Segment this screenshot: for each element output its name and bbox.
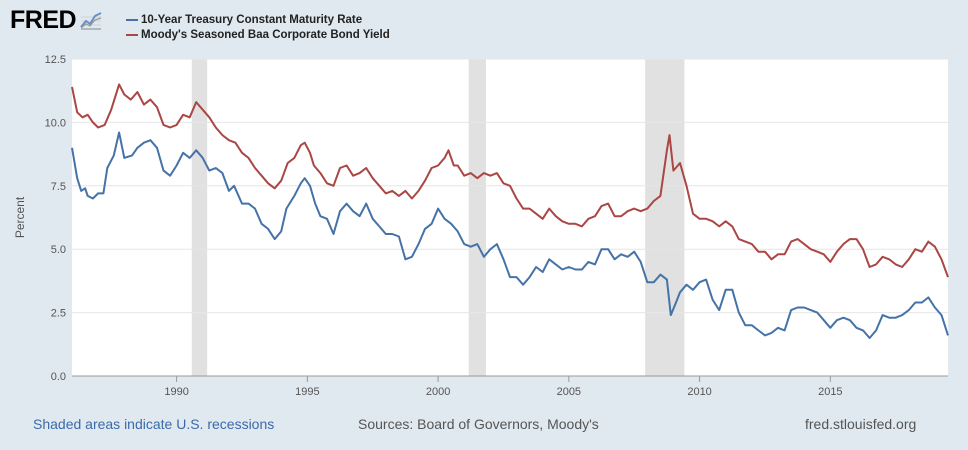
x-tick-label: 2015: [818, 386, 842, 398]
x-tick-label: 1995: [295, 386, 319, 398]
source-url[interactable]: fred.stlouisfed.org: [805, 416, 917, 432]
series-line-baa: [71, 83, 949, 278]
line-chart-icon: [79, 11, 104, 31]
recession-band: [645, 59, 685, 376]
y-tick-label: 7.5: [51, 181, 66, 193]
legend-swatch-baa: [126, 33, 138, 36]
fred-logo-text: FRED: [10, 6, 77, 34]
legend-swatch-treasury: [126, 18, 138, 21]
recession-band: [468, 59, 486, 376]
y-tick-label: 12.5: [45, 54, 66, 66]
y-tick-label: 5.0: [51, 244, 66, 256]
recession-note: Shaded areas indicate U.S. recessions: [33, 416, 275, 432]
x-tick-label: 1990: [164, 386, 188, 398]
y-axis-label: Percent: [13, 196, 27, 238]
y-tick-label: 10.0: [45, 117, 66, 129]
x-tick-label: 2000: [426, 386, 450, 398]
legend-label-baa: Moody's Seasoned Baa Corporate Bond Yiel…: [141, 28, 390, 41]
x-tick-label: 2010: [687, 386, 711, 398]
fred-logo[interactable]: FRED: [10, 6, 104, 34]
recession-band: [191, 59, 208, 376]
legend: 10-Year Treasury Constant Maturity Rate …: [126, 12, 390, 42]
legend-label-treasury: 10-Year Treasury Constant Maturity Rate: [141, 13, 363, 26]
y-tick-label: 0.0: [51, 371, 66, 383]
y-tick-label: 2.5: [51, 308, 66, 320]
legend-item-baa[interactable]: Moody's Seasoned Baa Corporate Bond Yiel…: [126, 27, 390, 42]
sources-note: Sources: Board of Governors, Moody's: [358, 416, 599, 432]
x-tick-label: 2005: [557, 386, 581, 398]
series-line-treasury: [71, 131, 949, 339]
plot-area: [72, 59, 948, 376]
legend-item-treasury[interactable]: 10-Year Treasury Constant Maturity Rate: [126, 12, 390, 27]
